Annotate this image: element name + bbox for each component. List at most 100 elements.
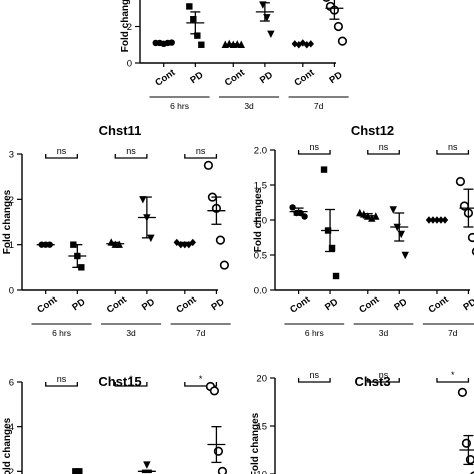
group-label: 7d <box>196 328 206 338</box>
significance-label: ns <box>379 370 389 380</box>
significance-bracket <box>297 150 331 155</box>
data-point <box>267 30 275 38</box>
significance-label: * <box>451 370 455 380</box>
x-tick-label: Cont <box>223 67 248 89</box>
data-point <box>190 16 197 23</box>
significance-bracket <box>45 154 78 159</box>
y-axis-label: Fold changes <box>253 187 264 252</box>
x-tick-label: Cont <box>153 67 178 89</box>
y-tick-label: 10 <box>256 470 267 474</box>
significance-bracket <box>367 150 400 155</box>
chart-title: Chst15 <box>98 374 141 389</box>
significance-label: * <box>199 374 203 384</box>
data-point <box>457 387 468 398</box>
data-point <box>356 208 364 217</box>
significance-label: * <box>129 374 133 384</box>
x-tick-label: PD <box>140 297 157 314</box>
y-tick-label: 1 <box>9 240 14 251</box>
significance-label: ns <box>126 146 136 156</box>
data-point <box>186 3 193 10</box>
data-point <box>289 204 296 211</box>
data-point <box>461 438 472 448</box>
significance-bracket <box>297 378 331 383</box>
data-point <box>217 466 228 474</box>
significance-bracket <box>114 382 148 387</box>
y-tick-label: 6 <box>9 378 14 389</box>
significance-bracket <box>367 378 400 383</box>
data-point <box>337 36 348 46</box>
data-point <box>320 166 328 173</box>
chart-panel-3: Chst12 0.0 0.5 1.0 1.5 2.0 Fold changes Cont PD C… <box>253 123 474 338</box>
data-point <box>322 0 331 2</box>
x-tick-label: PD <box>209 297 226 314</box>
y-axis-label: Fold changes <box>2 189 13 254</box>
data-point <box>203 160 214 170</box>
data-point <box>143 461 151 469</box>
group-label: 7d <box>314 101 324 111</box>
chart-title: Chst12 <box>351 123 394 138</box>
y-tick-label: 0.0 <box>254 286 267 297</box>
significance-bracket <box>436 378 470 383</box>
significance-label: ns <box>379 142 389 152</box>
significance-bracket <box>45 382 78 387</box>
y-tick-label: 2.0 <box>254 146 267 157</box>
significance-label: ns <box>57 374 67 384</box>
y-tick-label: 0 <box>9 286 14 297</box>
y-tick-label: 4 <box>9 422 14 433</box>
group-label: 3d <box>244 101 254 111</box>
x-tick-label: Cont <box>288 294 313 316</box>
x-tick-label: Cont <box>427 294 452 316</box>
y-tick-label: 2 <box>127 22 132 33</box>
data-point <box>219 260 230 270</box>
x-tick-label: PD <box>392 297 409 314</box>
significance-bracket <box>184 154 218 159</box>
y-axis-label: Fold changes <box>250 412 261 474</box>
data-point <box>139 196 147 204</box>
x-tick-label: Cont <box>292 67 317 89</box>
significance-bracket <box>184 382 218 387</box>
y-tick-label: 0.5 <box>254 251 267 262</box>
significance-label: ns <box>310 370 320 380</box>
chart-panel-2: Chst11 0 1 2 3 Fold changes Cont PD Cont PD Cont PD… <box>2 123 231 338</box>
significance-label: ns <box>57 146 67 156</box>
x-tick-label: Cont <box>105 294 130 316</box>
x-tick-label: Cont <box>174 294 199 316</box>
data-point <box>76 468 83 474</box>
data-point <box>389 206 397 214</box>
x-tick-label: PD <box>323 297 340 314</box>
data-point <box>467 232 474 243</box>
y-axis-label: Fold changes <box>120 0 131 52</box>
data-point <box>198 41 205 48</box>
y-tick-label: 15 <box>256 422 267 433</box>
significance-label: ns <box>448 142 458 152</box>
significance-label: ns <box>196 146 206 156</box>
significance-label: ns <box>310 142 320 152</box>
x-tick-label: Cont <box>35 294 60 316</box>
group-label: 6 hrs <box>305 328 324 338</box>
group-label: 6 hrs <box>170 101 189 111</box>
group-label: 6 hrs <box>52 328 71 338</box>
chart-panel-4: Chst15 2 4 6 Fold changes ns * * <box>2 374 228 474</box>
x-tick-label: Cont <box>357 294 382 316</box>
y-tick-label: 1.5 <box>254 181 267 192</box>
data-point <box>455 176 466 187</box>
data-point <box>301 213 308 220</box>
data-point <box>213 446 224 456</box>
y-axis-label: Fold changes <box>2 417 13 474</box>
data-point <box>465 455 474 465</box>
y-tick-label: 1.0 <box>254 216 267 227</box>
y-tick-label: 3 <box>9 150 14 161</box>
chart-title: Chst11 <box>99 123 142 138</box>
y-tick-label: 0 <box>127 59 132 70</box>
data-point <box>333 21 344 32</box>
significance-bracket <box>436 150 470 155</box>
y-tick-label: 2 <box>9 467 14 474</box>
x-tick-label: PD <box>70 297 87 314</box>
x-tick-label: PD <box>258 70 275 87</box>
x-tick-label: PD <box>188 70 205 87</box>
y-tick-label: 2 <box>9 195 14 206</box>
data-point <box>328 244 336 252</box>
